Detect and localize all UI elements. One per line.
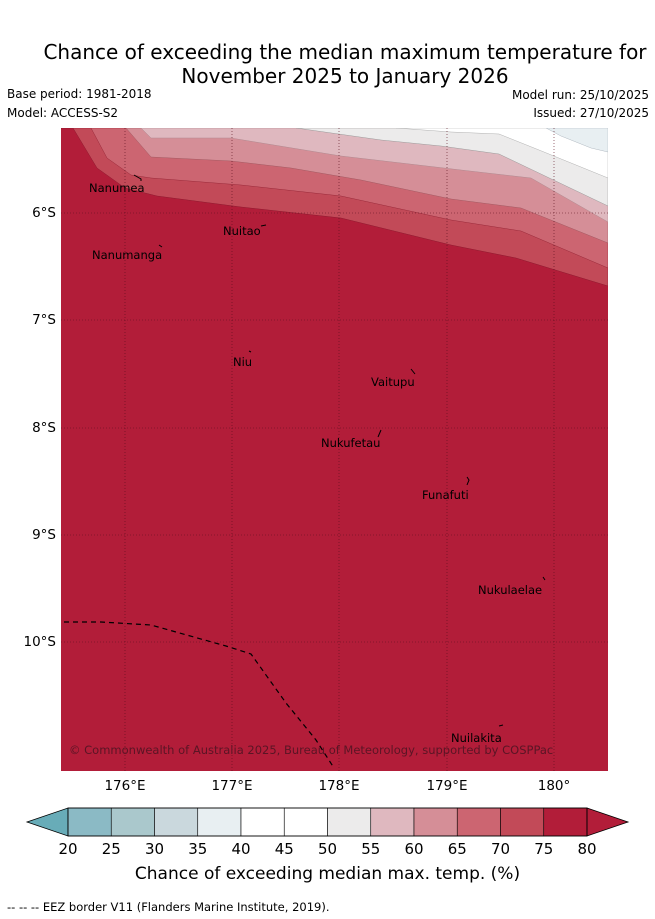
colorbar-cell-25-30 [110,807,155,837]
colorbar-cells [67,807,588,837]
place-nukulaelae: Nukulaelae [478,583,542,597]
colorbar-cell-35-40 [197,807,242,837]
graticule [61,128,608,771]
colorbar-tick-20: 20 [58,840,78,858]
eez-border [64,621,335,769]
lat-label-7s: 7°S [32,312,56,328]
colorbar-cell-40-45 [240,807,285,837]
lon-label-179e: 179°E [426,778,468,794]
colorbar [25,807,630,837]
model-run: Model run: 25/10/2025 [511,88,649,102]
title-line-1: Chance of exceeding the median maximum t… [43,40,647,64]
place-vaitupu: Vaitupu [371,375,415,389]
colorbar-cell-55-60 [370,807,415,837]
colorbar-frame [67,807,588,837]
title-line-2: November 2025 to January 2026 [181,64,509,88]
lon-label-180: 180° [537,778,571,794]
lon-label-176e: 176°E [104,778,146,794]
lat-label-10s: 10°S [23,634,57,650]
colorbar-tick-30: 30 [144,840,165,858]
colorbar-tick-25: 25 [101,840,121,858]
colorbar-cell-75-80 [543,807,588,837]
lat-label-6s: 6°S [32,205,56,221]
model-name: Model: ACCESS-S2 [7,106,119,120]
place-funafuti: Funafuti [422,488,469,502]
colorbar-tick-65: 65 [447,840,467,858]
lon-label-177e: 177°E [211,778,253,794]
issued-date: Issued: 27/10/2025 [533,106,649,120]
place-nuilakita: Nuilakita [451,731,502,745]
colorbar-tick-75: 75 [534,840,554,858]
place-labels: Nanumea Nanumanga Nuitao Niu Vaitupu Nuk… [89,181,542,745]
place-niu: Niu [233,355,252,369]
colorbar-cell-65-70 [456,807,501,837]
colorbar-tick-50: 50 [317,840,338,858]
eez-legend-note: -- -- -- EEZ border V11 (Flanders Marine… [7,900,330,914]
colorbar-title: Chance of exceeding median max. temp. (%… [134,864,521,884]
colorbar-cell-30-35 [154,807,199,837]
place-nanumanga: Nanumanga [92,248,162,262]
colorbar-tick-70: 70 [490,840,511,858]
colorbar-high-arrow [586,807,630,837]
place-nanumea: Nanumea [89,181,145,195]
colorbar-tick-35: 35 [188,840,208,858]
base-period: Base period: 1981-2018 [7,87,152,101]
colorbar-cell-70-75 [500,807,545,837]
colorbar-tick-45: 45 [274,840,294,858]
chart-title: Chance of exceeding the median maximum t… [0,40,655,88]
place-nuitao: Nuitao [223,224,261,238]
band-40-45 [545,127,609,153]
colorbar-cell-45-50 [283,807,328,837]
map-panel: Nanumea Nanumanga Nuitao Niu Vaitupu Nuk… [61,127,609,771]
colorbar-tick-40: 40 [231,840,251,858]
colorbar-cell-50-55 [327,807,372,837]
colorbar-cell-60-65 [413,807,458,837]
lon-label-178e: 178°E [318,778,360,794]
lat-label-8s: 8°S [32,420,56,436]
lat-label-9s: 9°S [32,527,56,543]
probability-map: Nanumea Nanumanga Nuitao Niu Vaitupu Nuk… [61,127,609,771]
copyright-notice: © Commonwealth of Australia 2025, Bureau… [69,743,553,757]
colorbar-low-arrow [25,807,69,837]
colorbar-cell-20-25 [67,807,112,837]
place-nukufetau: Nukufetau [321,436,380,450]
island-outlines [133,174,546,727]
colorbar-tick-55: 55 [361,840,381,858]
colorbar-tick-80: 80 [577,840,597,858]
colorbar-tick-60: 60 [404,840,424,858]
